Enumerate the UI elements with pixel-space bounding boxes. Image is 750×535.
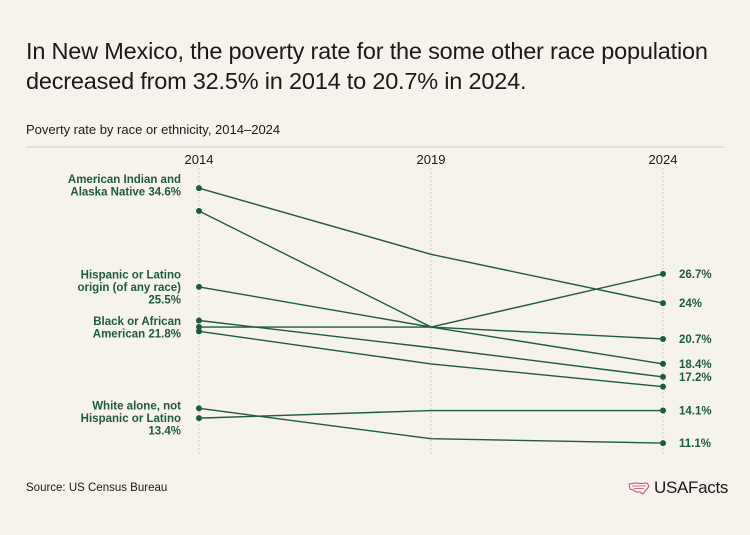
source-note: Source: US Census Bureau: [26, 482, 168, 494]
data-point: [660, 440, 666, 447]
series-label-right: 14.1%: [679, 406, 712, 418]
series-label-left: Hispanic or Latino origin (of any race) 25…: [77, 269, 181, 306]
data-point: [660, 335, 666, 342]
chart-title: In New Mexico, the poverty rate for the …: [26, 38, 708, 94]
data-point: [196, 317, 202, 324]
series-label-right: 24%: [679, 298, 702, 310]
series-label-right: 17.2%: [679, 372, 712, 384]
series-line: [198, 409, 663, 419]
data-point: [196, 185, 202, 192]
data-point: [660, 270, 666, 277]
data-point: [196, 324, 202, 331]
data-point: [660, 360, 666, 367]
usafacts-logo[interactable]: USAFacts: [628, 478, 728, 498]
logo-text: USAFacts: [654, 478, 729, 497]
x-tick-label: 2024: [649, 152, 678, 167]
series-label-right: 26.7%: [679, 269, 712, 281]
series-line: [198, 187, 664, 304]
series-line: [198, 210, 664, 340]
x-tick-label: 2019: [417, 152, 446, 167]
data-point: [660, 300, 666, 307]
data-point: [660, 383, 666, 390]
data-point: [196, 207, 202, 214]
series-label-left: Black or African American 21.8%: [93, 316, 181, 341]
series-line: [199, 273, 664, 328]
data-point: [660, 373, 666, 380]
data-point: [660, 407, 666, 414]
series-line: [198, 407, 664, 444]
data-point: [196, 283, 202, 290]
data-point: [196, 405, 202, 412]
series-line: [198, 319, 664, 378]
series-label-left: American Indian and Alaska Native 34.6%: [68, 174, 181, 199]
slope-chart: 2014 2019 2024 American Indian and Alaska Na…: [26, 146, 724, 455]
data-point: [196, 328, 202, 335]
series-label-right: 20.7%: [679, 334, 712, 346]
data-point: [196, 415, 202, 422]
x-tick-label: 2014: [185, 152, 214, 167]
series-line: [198, 330, 664, 388]
series-label-right: 11.1%: [679, 438, 711, 450]
series-label-right: 18.4%: [679, 359, 712, 371]
series-label-left: White alone, not Hispanic or Latino 13.4%: [81, 401, 181, 438]
us-map-icon: [628, 482, 650, 495]
chart-subtitle: Poverty rate by race or ethnicity, 2014–…: [26, 122, 281, 137]
